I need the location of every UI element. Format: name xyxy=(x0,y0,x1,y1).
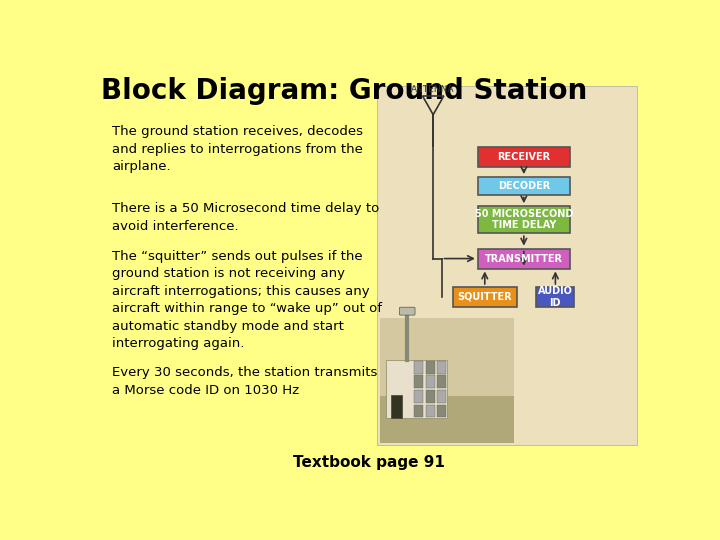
FancyBboxPatch shape xyxy=(386,360,447,418)
FancyBboxPatch shape xyxy=(415,375,423,388)
FancyBboxPatch shape xyxy=(536,287,575,307)
Text: 50 MICROSECOND
TIME DELAY: 50 MICROSECOND TIME DELAY xyxy=(474,209,573,231)
FancyBboxPatch shape xyxy=(437,361,446,374)
FancyBboxPatch shape xyxy=(478,248,570,268)
FancyBboxPatch shape xyxy=(415,361,423,374)
FancyBboxPatch shape xyxy=(380,319,514,443)
FancyBboxPatch shape xyxy=(380,396,514,443)
Text: TRANSMITTER: TRANSMITTER xyxy=(485,254,563,264)
Text: Block Diagram: Ground Station: Block Diagram: Ground Station xyxy=(101,77,588,105)
FancyBboxPatch shape xyxy=(437,404,446,417)
Text: Every 30 seconds, the station transmits
a Morse code ID on 1030 Hz: Every 30 seconds, the station transmits … xyxy=(112,366,378,397)
Text: The “squitter” sends out pulses if the
ground station is not receiving any
aircr: The “squitter” sends out pulses if the g… xyxy=(112,250,382,350)
Text: ANTENNA: ANTENNA xyxy=(411,85,455,94)
FancyBboxPatch shape xyxy=(426,361,435,374)
FancyBboxPatch shape xyxy=(377,85,637,445)
Text: The ground station receives, decodes
and replies to interrogations from the
airp: The ground station receives, decodes and… xyxy=(112,125,364,173)
Text: RECEIVER: RECEIVER xyxy=(498,152,550,161)
FancyBboxPatch shape xyxy=(400,307,415,315)
FancyBboxPatch shape xyxy=(415,390,423,403)
FancyBboxPatch shape xyxy=(437,390,446,403)
FancyBboxPatch shape xyxy=(426,404,435,417)
Text: SQUITTER: SQUITTER xyxy=(457,292,512,302)
FancyBboxPatch shape xyxy=(426,375,435,388)
FancyBboxPatch shape xyxy=(478,206,570,233)
FancyBboxPatch shape xyxy=(392,395,402,418)
Text: Textbook page 91: Textbook page 91 xyxy=(293,455,445,470)
FancyBboxPatch shape xyxy=(426,390,435,403)
FancyBboxPatch shape xyxy=(478,147,570,167)
FancyBboxPatch shape xyxy=(478,177,570,194)
Text: DECODER: DECODER xyxy=(498,181,550,191)
FancyBboxPatch shape xyxy=(437,375,446,388)
FancyBboxPatch shape xyxy=(453,287,517,307)
Text: AUDIO
ID: AUDIO ID xyxy=(538,286,573,308)
Text: There is a 50 Microsecond time delay to
avoid interference.: There is a 50 Microsecond time delay to … xyxy=(112,202,379,233)
FancyBboxPatch shape xyxy=(415,404,423,417)
